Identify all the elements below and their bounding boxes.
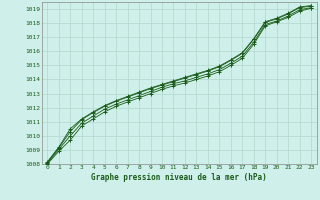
X-axis label: Graphe pression niveau de la mer (hPa): Graphe pression niveau de la mer (hPa) bbox=[91, 173, 267, 182]
